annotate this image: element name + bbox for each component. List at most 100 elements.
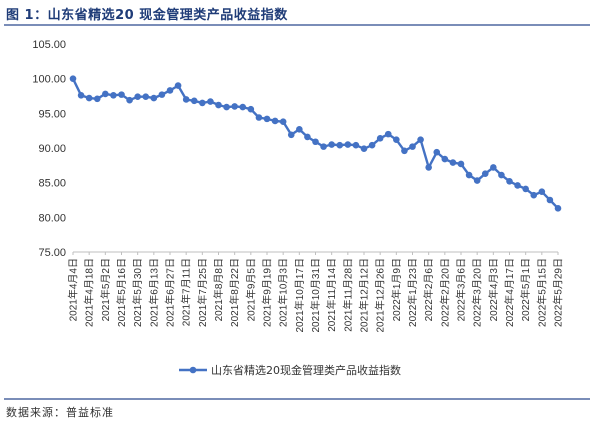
data-point <box>360 145 368 152</box>
x-tick-label: 2021年12月26日 <box>374 258 387 333</box>
data-point <box>514 182 521 189</box>
x-tick-label: 2022年4月17日 <box>503 258 516 327</box>
y-tick-label: 80.00 <box>38 212 66 224</box>
data-point <box>522 185 529 193</box>
data-point <box>546 196 554 204</box>
data-point <box>433 148 441 156</box>
data-point <box>118 91 125 98</box>
data-point <box>409 143 416 150</box>
x-tick-label: 2021年10月17日 <box>293 258 306 333</box>
data-point <box>231 103 238 110</box>
x-tick-label: 2022年1月23日 <box>406 258 419 327</box>
data-point <box>473 177 481 184</box>
data-point <box>498 171 505 179</box>
x-tick-label: 2021年8月22日 <box>228 258 241 327</box>
data-point <box>449 159 457 166</box>
data-point <box>223 103 230 111</box>
x-tick-label: 2021年4月4日 <box>67 258 80 321</box>
data-point <box>320 143 327 150</box>
data-point <box>263 115 271 123</box>
x-tick-label: 2021年9月5日 <box>244 258 257 321</box>
data-point <box>336 141 344 149</box>
data-point <box>174 82 182 89</box>
y-axis: 105.00 100.00 95.00 90.00 85.00 80.00 75.00 <box>32 39 66 259</box>
y-tick-label: 75.00 <box>38 247 66 259</box>
data-point <box>425 164 432 171</box>
data-point <box>352 141 360 149</box>
data-point <box>490 164 497 171</box>
data-point <box>417 136 424 143</box>
x-tick-label: 2022年3月20日 <box>471 258 484 327</box>
data-point <box>77 92 85 99</box>
data-point <box>304 133 311 141</box>
x-tick-label: 2022年2月20日 <box>438 258 451 327</box>
y-tick-label: 105.00 <box>32 39 66 51</box>
data-point <box>296 125 303 133</box>
x-tick-label: 2022年1月9日 <box>390 258 403 321</box>
data-point <box>93 95 101 103</box>
data-point <box>142 93 150 100</box>
data-point <box>554 205 562 212</box>
data-point <box>271 117 279 125</box>
data-point <box>166 87 174 94</box>
data-point <box>215 101 222 109</box>
data-point <box>69 75 77 82</box>
x-tick-label: 2021年4月18日 <box>83 258 96 327</box>
x-tick-label: 2021年5月16日 <box>115 258 128 327</box>
bottom-divider <box>4 398 590 400</box>
data-point <box>247 105 255 113</box>
data-point <box>85 94 93 102</box>
data-point <box>368 141 376 149</box>
line-chart: 105.00 100.00 95.00 90.00 85.00 80.00 75.00 20… <box>32 39 565 377</box>
data-point <box>279 118 287 125</box>
data-source-note: 数据来源：普益标准 <box>6 406 114 419</box>
data-point <box>312 138 319 146</box>
data-point <box>158 91 166 98</box>
data-point <box>239 103 247 111</box>
data-point <box>344 141 352 148</box>
x-tick-label: 2021年12月12日 <box>358 258 371 333</box>
x-tick-label: 2021年10月3日 <box>277 258 290 327</box>
x-tick-label: 2022年5月29日 <box>552 258 565 327</box>
data-point <box>506 177 513 185</box>
data-point <box>328 141 335 148</box>
x-tick-label: 2022年5月1日 <box>519 258 532 321</box>
data-point <box>190 97 198 105</box>
x-axis: 2021年4月4日 2021年4月18日 2021年5月2日 2021年5月16日 20… <box>67 251 565 333</box>
data-point <box>110 92 117 99</box>
x-tick-label: 2021年9月19日 <box>261 258 274 327</box>
x-tick-label: 2022年2月6日 <box>422 258 435 321</box>
data-point <box>538 188 546 195</box>
legend-label: 山东省精选20现金管理类产品收益指数 <box>211 363 401 377</box>
data-point <box>255 114 263 121</box>
chart-figure-title: 图 1：山东省精选20 现金管理类产品收益指数 <box>6 8 288 23</box>
legend-marker <box>189 366 197 374</box>
data-point <box>481 170 489 177</box>
x-tick-label: 2022年3月6日 <box>455 258 468 321</box>
x-tick-label: 2021年8月8日 <box>212 258 225 321</box>
data-point <box>102 90 109 98</box>
x-tick-label: 2021年5月30日 <box>131 258 144 327</box>
x-tick-label: 2021年11月14日 <box>325 258 338 332</box>
data-point <box>401 147 408 155</box>
x-tick-label: 2021年6月13日 <box>147 258 160 327</box>
x-tick-label: 2021年7月25日 <box>196 258 209 327</box>
x-tick-label: 2021年10月31日 <box>309 258 322 333</box>
data-point <box>457 160 465 168</box>
data-point <box>134 93 141 100</box>
x-tick-label: 2021年7月11日 <box>180 258 193 326</box>
data-point <box>530 191 538 199</box>
data-point <box>441 155 449 163</box>
data-point <box>384 130 392 138</box>
top-divider <box>4 24 590 26</box>
data-point <box>287 131 295 139</box>
data-point <box>182 96 190 103</box>
series-layer <box>69 75 562 212</box>
x-tick-label: 2021年5月2日 <box>99 258 112 321</box>
data-point <box>393 136 400 143</box>
y-tick-label: 100.00 <box>32 74 66 86</box>
y-tick-label: 95.00 <box>38 108 66 120</box>
legend: 山东省精选20现金管理类产品收益指数 <box>179 363 401 377</box>
x-tick-label: 2021年6月27日 <box>164 258 177 327</box>
data-point <box>199 99 206 107</box>
